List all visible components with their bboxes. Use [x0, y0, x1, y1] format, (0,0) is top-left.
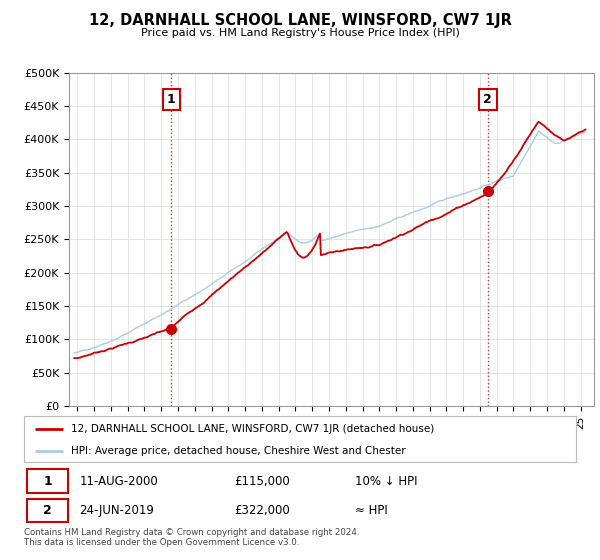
Text: Contains HM Land Registry data © Crown copyright and database right 2024.
This d: Contains HM Land Registry data © Crown c… — [24, 528, 359, 547]
Text: 2: 2 — [484, 93, 492, 106]
Text: 10% ↓ HPI: 10% ↓ HPI — [355, 475, 418, 488]
Text: 12, DARNHALL SCHOOL LANE, WINSFORD, CW7 1JR (detached house): 12, DARNHALL SCHOOL LANE, WINSFORD, CW7 … — [71, 424, 434, 434]
Text: 1: 1 — [167, 93, 176, 106]
Text: 1: 1 — [43, 475, 52, 488]
Text: 11-AUG-2000: 11-AUG-2000 — [79, 475, 158, 488]
FancyBboxPatch shape — [27, 499, 68, 522]
Text: £322,000: £322,000 — [234, 504, 290, 517]
Text: £115,000: £115,000 — [234, 475, 290, 488]
Text: 24-JUN-2019: 24-JUN-2019 — [79, 504, 154, 517]
FancyBboxPatch shape — [27, 469, 68, 493]
Text: ≈ HPI: ≈ HPI — [355, 504, 388, 517]
Text: HPI: Average price, detached house, Cheshire West and Chester: HPI: Average price, detached house, Ches… — [71, 446, 406, 455]
Text: 12, DARNHALL SCHOOL LANE, WINSFORD, CW7 1JR: 12, DARNHALL SCHOOL LANE, WINSFORD, CW7 … — [89, 13, 511, 28]
Text: 2: 2 — [43, 504, 52, 517]
Text: Price paid vs. HM Land Registry's House Price Index (HPI): Price paid vs. HM Land Registry's House … — [140, 28, 460, 38]
